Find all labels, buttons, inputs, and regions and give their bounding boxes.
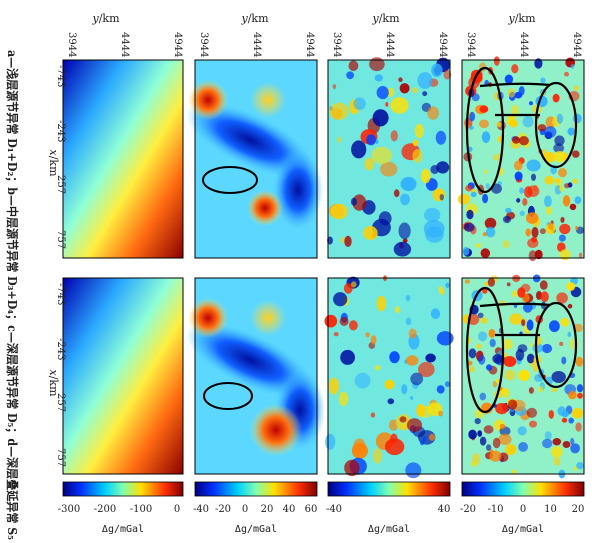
colorbar-label: Δg/mGal: [368, 524, 410, 535]
top-tick-label: 3944: [66, 32, 77, 57]
colorbar-tick: 0: [520, 504, 526, 515]
side-tick-label: -243: [55, 120, 66, 142]
side-tick-label: 257: [55, 393, 66, 412]
side-axis-label-upper: x/km: [47, 149, 60, 177]
colorbar-label: Δg/mGal: [235, 524, 277, 535]
colorbar-tick: 0: [242, 504, 248, 515]
colorbar-tick: 0: [174, 504, 180, 515]
top-tick-label: 4444: [119, 32, 130, 57]
ellipse-d1: [465, 66, 505, 194]
side-tick-labels: -743 -243 257 757 -743 -243 257 757: [55, 65, 66, 467]
colorbar-tick: 20: [261, 504, 274, 515]
top-tick-label: 4444: [251, 32, 262, 57]
top-tick-label: 4944: [571, 32, 582, 57]
ellipse-b1: [202, 166, 258, 194]
colorbar: [62, 481, 184, 497]
colorbar-tick: 60: [305, 504, 318, 515]
colorbar-tick: 20: [572, 504, 585, 515]
figure-caption: a—浅层源节异常 D₁+D₂；b—中层源节异常 D₃+D₄；c—深层源节异常 D…: [5, 50, 20, 540]
colorbar: [327, 481, 451, 497]
svg-text:y/km: y/km: [91, 12, 120, 25]
side-tick-label: 757: [55, 448, 66, 467]
colorbar-tick: -300: [58, 504, 80, 515]
svg-text:y/km: y/km: [507, 12, 536, 25]
colorbar-tick: -200: [94, 504, 116, 515]
ellipse-d3: [465, 286, 505, 414]
svg-text:y/km: y/km: [371, 12, 400, 25]
colorbar-tick: 40: [283, 504, 296, 515]
side-tick-label: -743: [55, 65, 66, 87]
panel-frames: [62, 59, 585, 475]
top-tick-labels: 3944 4444 4944 3944 4444 4944 3944 4444 4944 3944…: [66, 32, 582, 57]
panel-d: [457, 56, 585, 479]
colorbar-tick: -100: [130, 504, 152, 515]
top-tick-label: 3944: [465, 32, 476, 57]
colorbar-label: Δg/mGal: [102, 524, 144, 535]
top-tick-label: 4944: [172, 32, 183, 57]
colorbar: [461, 481, 585, 497]
colorbar-tick: -20: [215, 504, 231, 515]
colorbar-tick: 40: [438, 504, 451, 515]
colorbar-label: Δg/mGal: [502, 524, 544, 535]
colorbar-tick: 10: [544, 504, 557, 515]
side-tick-label: -743: [55, 283, 66, 305]
ellipse-d2: [534, 81, 578, 169]
colorbar-tick: -40: [326, 504, 342, 515]
colorbar: [194, 481, 318, 497]
top-tick-label: 3944: [331, 32, 342, 57]
svg-text:y/km: y/km: [240, 12, 269, 25]
colorbar-tick: -20: [460, 504, 476, 515]
side-tick-label: 757: [55, 230, 66, 249]
colorbars: -300 -200 -100 0Δg/mGal-40 -20 0 20 40 60Δg/mGal…: [58, 481, 585, 535]
top-axis-titles: y/km y/km y/km y/km: [91, 12, 536, 25]
ellipse-d4: [534, 301, 578, 389]
side-tick-label: 257: [55, 175, 66, 194]
top-tick-label: 3944: [198, 32, 209, 57]
ellipse-b2: [203, 382, 253, 410]
panel-b: [185, 60, 325, 474]
side-tick-label: -243: [55, 338, 66, 360]
side-axis-label-lower: x/km: [47, 369, 60, 397]
top-tick-label: 4444: [518, 32, 529, 57]
top-tick-label: 4944: [437, 32, 448, 57]
panel-c: [324, 57, 454, 479]
top-tick-label: 4444: [384, 32, 395, 57]
top-tick-label: 4944: [304, 32, 315, 57]
colorbar-tick: -40: [193, 504, 209, 515]
panel-a: [63, 60, 183, 474]
colorbar-tick: -10: [487, 504, 503, 515]
